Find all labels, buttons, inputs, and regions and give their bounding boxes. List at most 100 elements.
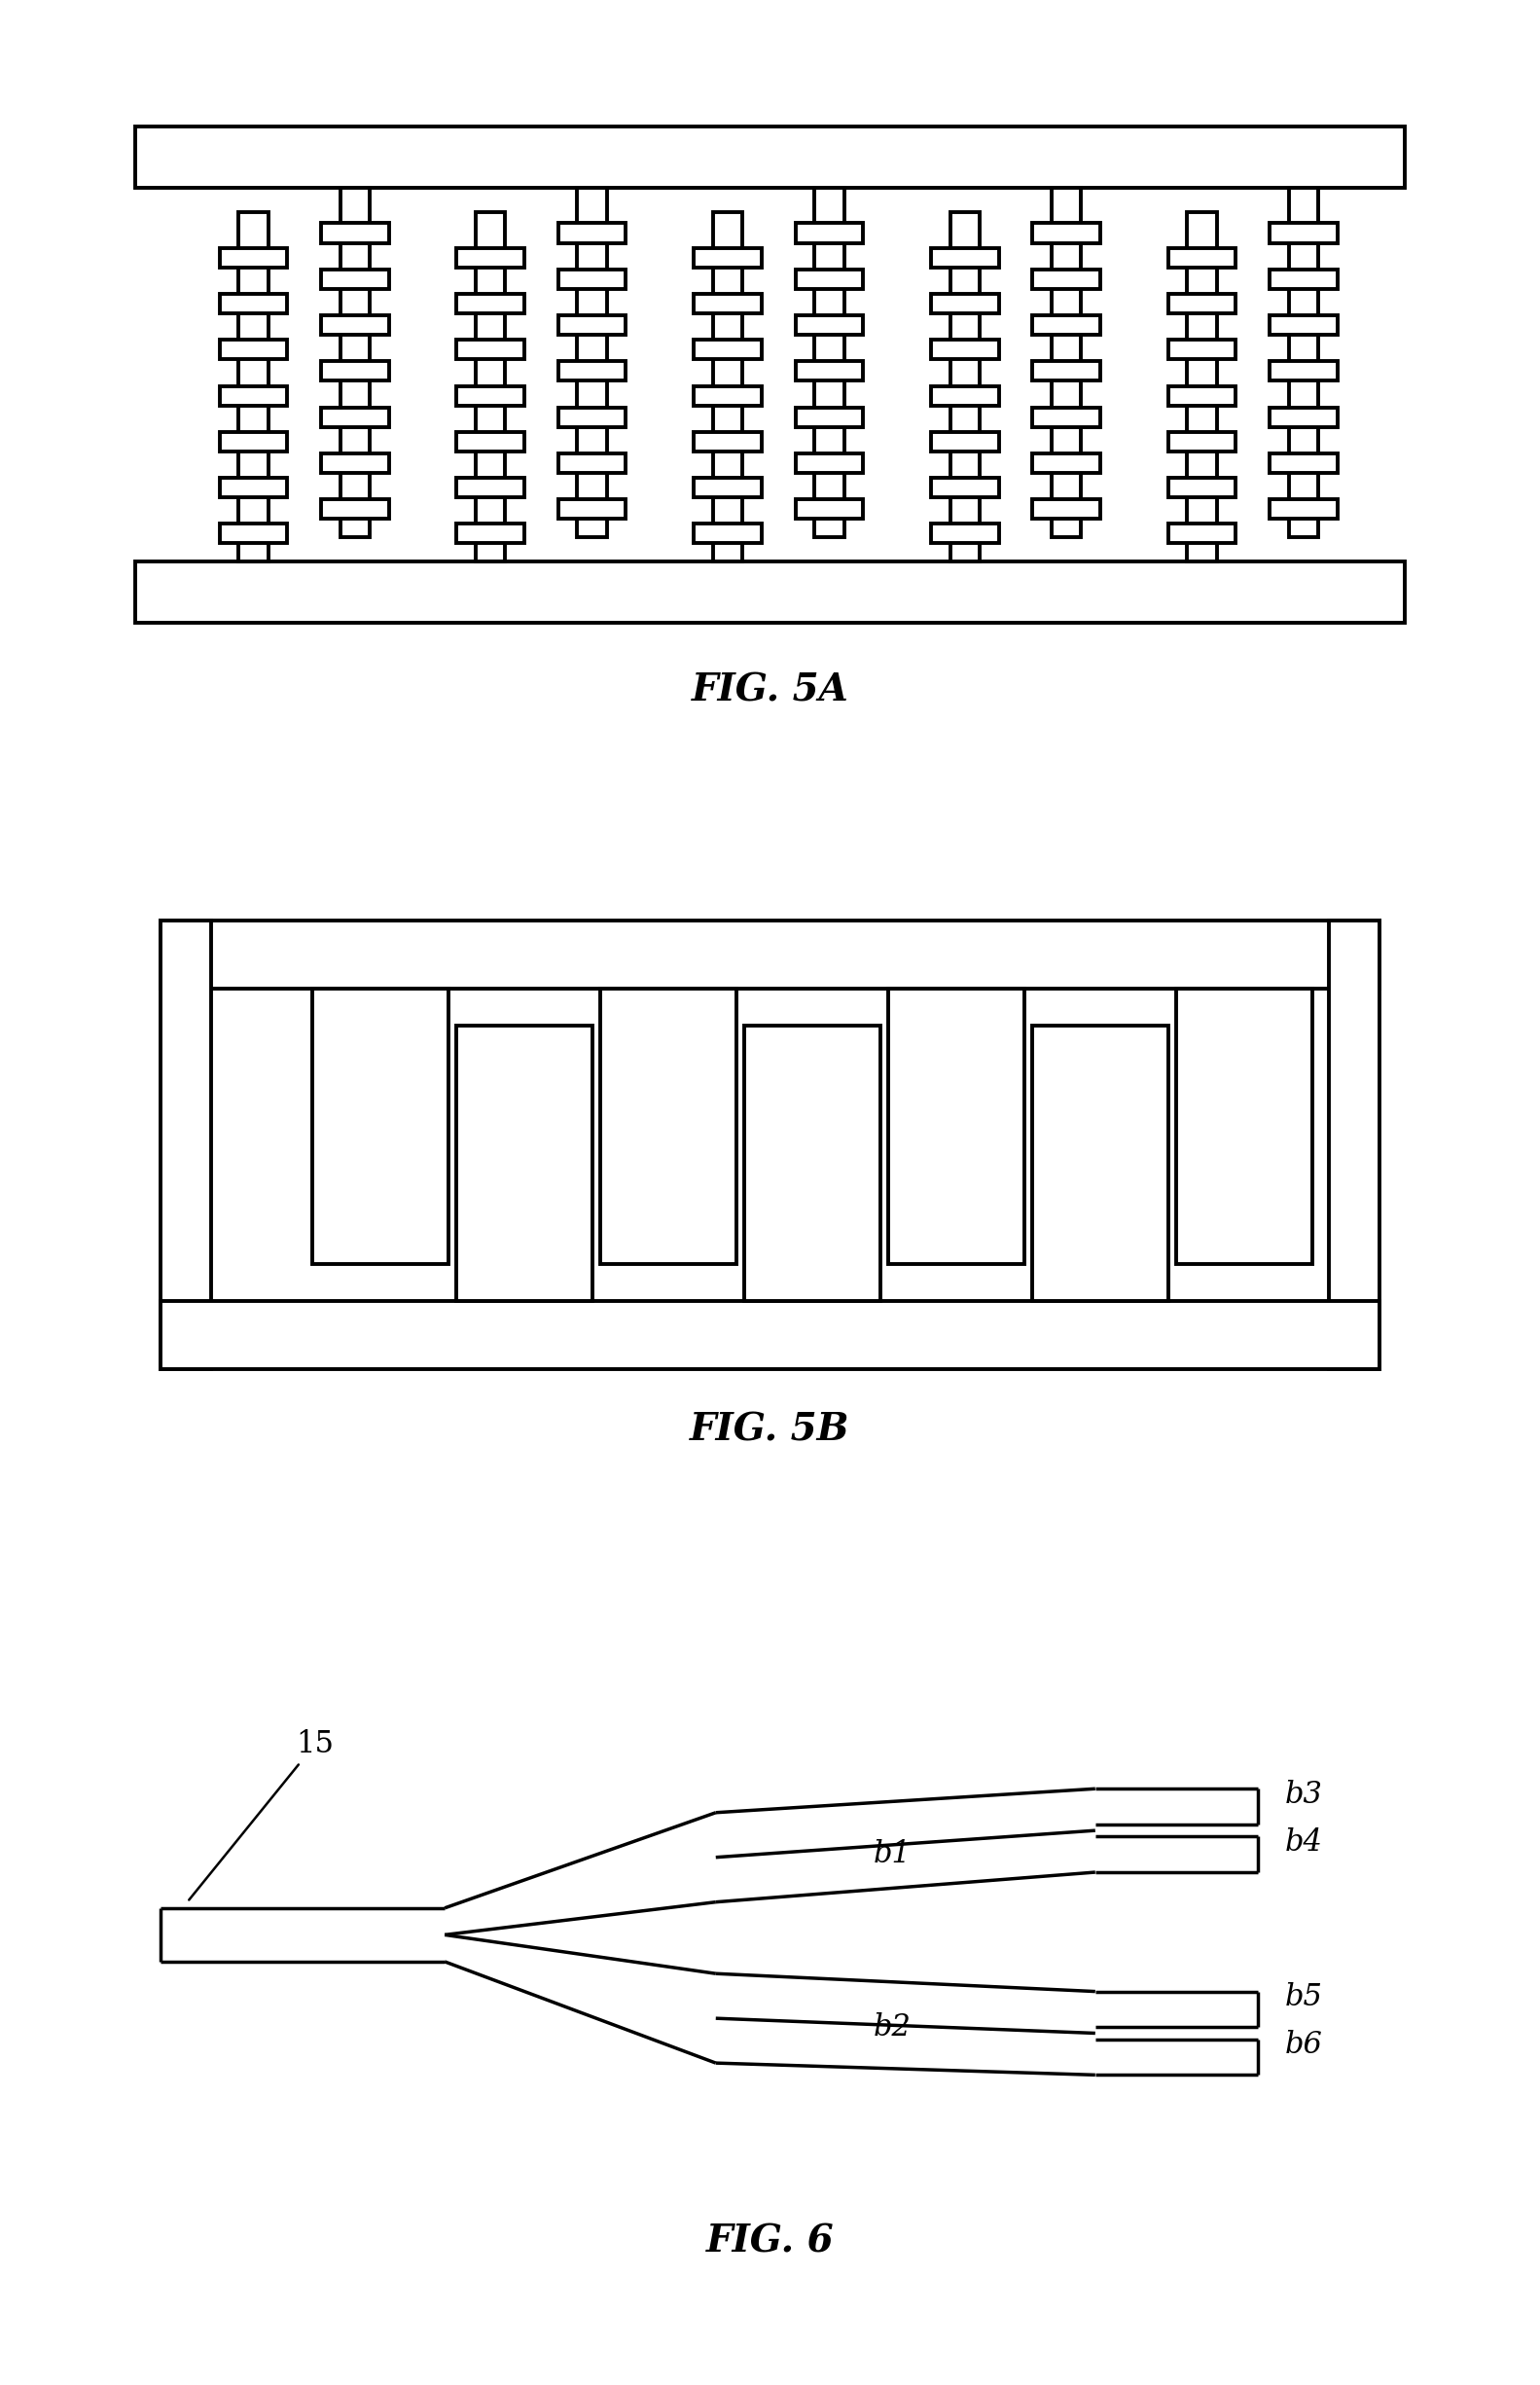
Bar [1032,1026,1167,1302]
Bar [456,477,524,498]
Bar [456,339,524,360]
Bar [693,525,762,544]
Bar [930,525,998,544]
Bar [557,453,625,472]
Bar [320,315,388,334]
Bar [1187,212,1217,563]
Bar [889,987,1024,1264]
Bar [557,408,625,427]
Bar [1167,477,1235,498]
Bar [160,921,1380,987]
Bar [557,224,625,243]
Bar [693,339,762,360]
Bar [1167,525,1235,544]
Text: FIG. 6: FIG. 6 [705,2223,835,2261]
Text: b5: b5 [1284,1982,1323,2013]
Text: FIG. 5A: FIG. 5A [691,673,849,708]
Bar [713,212,742,563]
Bar [219,386,286,405]
Bar [456,1026,591,1302]
Bar [1032,224,1100,243]
Bar [456,432,524,451]
Bar [1269,453,1337,472]
Bar [340,188,370,537]
Bar [693,248,762,267]
Bar [456,293,524,312]
Bar [1032,453,1100,472]
Bar [1269,224,1337,243]
Bar [1289,188,1318,537]
Text: FIG. 5B: FIG. 5B [690,1412,850,1448]
Bar [219,432,286,451]
Bar [1032,270,1100,289]
Bar [320,498,388,520]
Bar [557,498,625,520]
Bar [1269,498,1337,520]
Bar [219,248,286,267]
Bar [1269,360,1337,382]
Bar [930,293,998,312]
Bar [693,432,762,451]
Bar [795,315,862,334]
Bar [1167,386,1235,405]
Bar [219,477,286,498]
Bar [744,1026,879,1302]
Bar [1167,248,1235,267]
Bar [219,525,286,544]
Bar [693,293,762,312]
Bar [160,921,211,1369]
Bar [1269,408,1337,427]
Bar [557,360,625,382]
Bar [134,126,1404,188]
Bar [601,987,736,1264]
Bar [930,386,998,405]
Bar [693,386,762,405]
Bar [1032,498,1100,520]
Bar [950,212,979,563]
Bar [578,188,607,537]
Bar [134,563,1404,622]
Bar [313,987,448,1264]
Bar [456,386,524,405]
Bar [239,212,268,563]
Bar [795,360,862,382]
Bar [160,1302,1380,1369]
Bar [930,339,998,360]
Text: b6: b6 [1284,2030,1323,2061]
Bar [795,453,862,472]
Bar [1032,408,1100,427]
Text: b1: b1 [873,1839,910,1870]
Bar [320,408,388,427]
Text: 15: 15 [189,1729,334,1901]
Bar [795,224,862,243]
Bar [320,224,388,243]
Bar [320,453,388,472]
Bar [476,212,505,563]
Bar [1032,360,1100,382]
Bar [930,477,998,498]
Bar [795,270,862,289]
Bar [693,477,762,498]
Text: b3: b3 [1284,1779,1323,1810]
Text: b2: b2 [873,2013,910,2042]
Bar [1167,293,1235,312]
Bar [930,248,998,267]
Bar [795,408,862,427]
Bar [795,498,862,520]
Bar [1032,315,1100,334]
Bar [456,248,524,267]
Bar [1269,315,1337,334]
Bar [557,315,625,334]
Bar [320,270,388,289]
Bar [930,432,998,451]
Bar [1167,432,1235,451]
Bar [815,188,844,537]
Bar [1052,188,1081,537]
Bar [1177,987,1312,1264]
Bar [320,360,388,382]
Bar [557,270,625,289]
Bar [456,525,524,544]
Bar [1329,921,1380,1369]
Text: b4: b4 [1284,1827,1323,1858]
Bar [219,293,286,312]
